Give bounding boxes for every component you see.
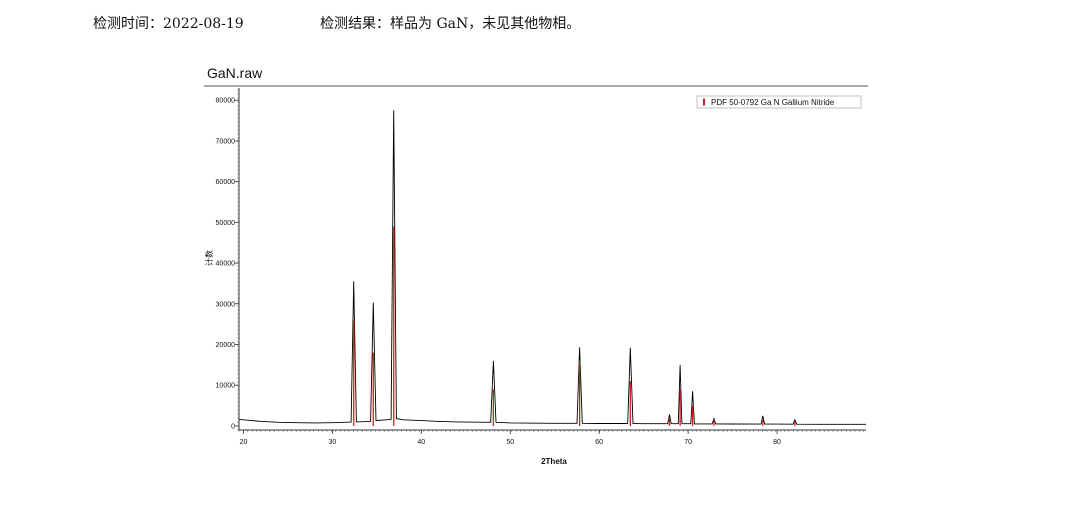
- test-result: 检测结果：样品为 GaN，未见其他物相。: [320, 16, 581, 32]
- legend-swatch: [703, 98, 705, 106]
- scan-line: [238, 110, 866, 425]
- y-tick-label: 20000: [216, 342, 236, 349]
- legend-box: [696, 95, 862, 109]
- test-date: 检测时间：2022-08-19: [93, 16, 244, 32]
- y-tick-label: 60000: [216, 179, 236, 186]
- x-tick-label: 80: [773, 439, 781, 446]
- x-tick-label: 50: [506, 439, 514, 446]
- x-tick-label: 40: [417, 439, 425, 446]
- x-tick-label: 20: [240, 439, 248, 446]
- x-tick-label: 60: [595, 439, 603, 446]
- x-tick-label: 70: [684, 439, 692, 446]
- y-tick-label: 50000: [216, 220, 236, 227]
- y-tick-label: 70000: [216, 138, 236, 145]
- y-tick-label: 0: [231, 423, 235, 430]
- chart-title: GaN.raw: [207, 65, 263, 81]
- y-tick-label: 80000: [216, 98, 236, 105]
- x-axis-label: 2Theta: [541, 457, 567, 466]
- y-tick-label: 10000: [216, 383, 236, 390]
- legend-label: PDF 50-0792 Ga N Gallium Nitride: [711, 98, 835, 107]
- x-tick-label: 30: [328, 439, 336, 446]
- y-tick-label: 40000: [216, 261, 236, 268]
- y-tick-label: 30000: [216, 301, 236, 308]
- y-axis-label: 计数: [204, 250, 214, 266]
